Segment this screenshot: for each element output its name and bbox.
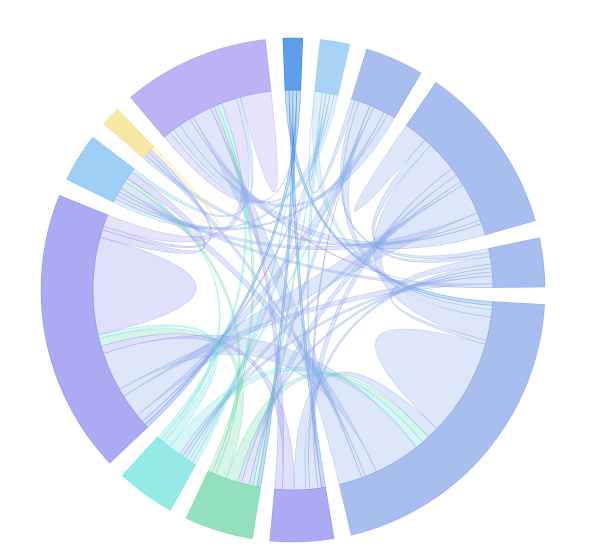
group-arc [121, 436, 197, 511]
group-arc [185, 470, 262, 540]
group-arc [406, 82, 536, 236]
group-arc [269, 486, 335, 543]
group-arc [314, 39, 351, 96]
group-arc [40, 195, 149, 464]
group-arc [103, 108, 155, 159]
group-arc [338, 301, 545, 536]
group-arc [351, 48, 422, 119]
group-arc [130, 39, 272, 138]
group-arcs [40, 37, 546, 543]
group-arc [488, 237, 546, 288]
group-arc [282, 37, 304, 91]
group-arc [66, 136, 135, 203]
ribbons [92, 89, 494, 491]
